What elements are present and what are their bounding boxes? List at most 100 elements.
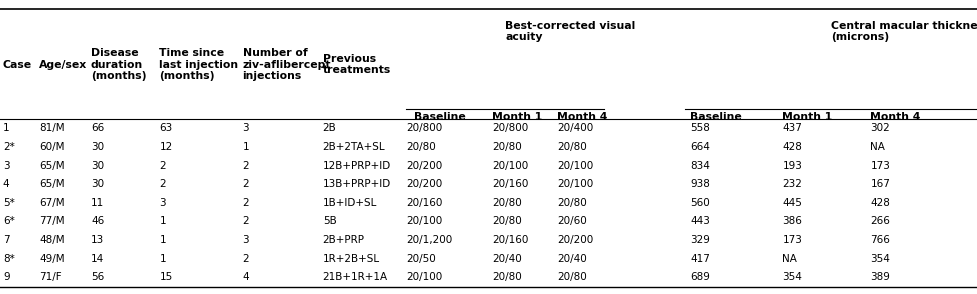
Text: 2: 2	[242, 198, 249, 208]
Text: 66: 66	[91, 123, 105, 133]
Text: 13B+PRP+ID: 13B+PRP+ID	[322, 179, 391, 189]
Text: 11: 11	[91, 198, 105, 208]
Text: 3: 3	[159, 198, 166, 208]
Text: 193: 193	[782, 161, 801, 171]
Text: 9: 9	[3, 272, 10, 282]
Text: 20/100: 20/100	[405, 272, 442, 282]
Text: 938: 938	[690, 179, 709, 189]
Text: 20/40: 20/40	[557, 254, 586, 264]
Text: 689: 689	[690, 272, 709, 282]
Text: 60/M: 60/M	[39, 142, 64, 152]
Text: 354: 354	[782, 272, 801, 282]
Text: 428: 428	[870, 198, 889, 208]
Text: 20/40: 20/40	[491, 254, 521, 264]
Text: Case: Case	[3, 60, 32, 70]
Text: 21B+1R+1A: 21B+1R+1A	[322, 272, 388, 282]
Text: 386: 386	[782, 216, 801, 226]
Text: 14: 14	[91, 254, 105, 264]
Text: Baseline: Baseline	[413, 112, 465, 122]
Text: Month 1: Month 1	[491, 112, 541, 122]
Text: 65/M: 65/M	[39, 161, 64, 171]
Text: 5*: 5*	[3, 198, 15, 208]
Text: 3: 3	[242, 123, 249, 133]
Text: 56: 56	[91, 272, 105, 282]
Text: 7: 7	[3, 235, 10, 245]
Text: 20/800: 20/800	[491, 123, 528, 133]
Text: Month 4: Month 4	[557, 112, 608, 122]
Text: 4: 4	[3, 179, 10, 189]
Text: Best-corrected visual
acuity: Best-corrected visual acuity	[504, 21, 635, 42]
Text: NA: NA	[870, 142, 884, 152]
Text: Disease
duration
(months): Disease duration (months)	[91, 48, 147, 81]
Text: 4: 4	[242, 272, 249, 282]
Text: 5B: 5B	[322, 216, 336, 226]
Text: 8*: 8*	[3, 254, 15, 264]
Text: 20/160: 20/160	[491, 179, 528, 189]
Text: 20/80: 20/80	[405, 142, 435, 152]
Text: 329: 329	[690, 235, 709, 245]
Text: 12: 12	[159, 142, 173, 152]
Text: 65/M: 65/M	[39, 179, 64, 189]
Text: Age/sex: Age/sex	[39, 60, 87, 70]
Text: 20/200: 20/200	[405, 179, 442, 189]
Text: Number of
ziv-aflibercept
injections: Number of ziv-aflibercept injections	[242, 48, 330, 81]
Text: 20/160: 20/160	[491, 235, 528, 245]
Text: 20/100: 20/100	[557, 179, 593, 189]
Text: 30: 30	[91, 179, 104, 189]
Text: 63: 63	[159, 123, 173, 133]
Text: 389: 389	[870, 272, 889, 282]
Text: 1: 1	[159, 216, 166, 226]
Text: 560: 560	[690, 198, 709, 208]
Text: 30: 30	[91, 142, 104, 152]
Text: 20/80: 20/80	[557, 272, 586, 282]
Text: 1: 1	[3, 123, 10, 133]
Text: 445: 445	[782, 198, 801, 208]
Text: 1B+ID+SL: 1B+ID+SL	[322, 198, 377, 208]
Text: 428: 428	[782, 142, 801, 152]
Text: 20/80: 20/80	[557, 198, 586, 208]
Text: 20/200: 20/200	[405, 161, 442, 171]
Text: 6*: 6*	[3, 216, 15, 226]
Text: 20/200: 20/200	[557, 235, 593, 245]
Text: 20/60: 20/60	[557, 216, 586, 226]
Text: NA: NA	[782, 254, 796, 264]
Text: 173: 173	[782, 235, 801, 245]
Text: 48/M: 48/M	[39, 235, 64, 245]
Text: 20/80: 20/80	[557, 142, 586, 152]
Text: 2B+PRP: 2B+PRP	[322, 235, 364, 245]
Text: 15: 15	[159, 272, 173, 282]
Text: 3: 3	[242, 235, 249, 245]
Text: 20/400: 20/400	[557, 123, 593, 133]
Text: 30: 30	[91, 161, 104, 171]
Text: 1R+2B+SL: 1R+2B+SL	[322, 254, 379, 264]
Text: 354: 354	[870, 254, 889, 264]
Text: 443: 443	[690, 216, 709, 226]
Text: 766: 766	[870, 235, 889, 245]
Text: 12B+PRP+ID: 12B+PRP+ID	[322, 161, 391, 171]
Text: 1: 1	[242, 142, 249, 152]
Text: 20/80: 20/80	[491, 216, 521, 226]
Text: 664: 664	[690, 142, 709, 152]
Text: 20/160: 20/160	[405, 198, 442, 208]
Text: 2: 2	[242, 161, 249, 171]
Text: 3: 3	[3, 161, 10, 171]
Text: 77/M: 77/M	[39, 216, 64, 226]
Text: 20/100: 20/100	[557, 161, 593, 171]
Text: 67/M: 67/M	[39, 198, 64, 208]
Text: 1: 1	[159, 235, 166, 245]
Text: 20/800: 20/800	[405, 123, 442, 133]
Text: Baseline: Baseline	[690, 112, 742, 122]
Text: 417: 417	[690, 254, 709, 264]
Text: 71/F: 71/F	[39, 272, 62, 282]
Text: Month 1: Month 1	[782, 112, 831, 122]
Text: 2*: 2*	[3, 142, 15, 152]
Text: 20/80: 20/80	[491, 198, 521, 208]
Text: 1: 1	[159, 254, 166, 264]
Text: 302: 302	[870, 123, 889, 133]
Text: 266: 266	[870, 216, 889, 226]
Text: 2: 2	[159, 179, 166, 189]
Text: 20/100: 20/100	[405, 216, 442, 226]
Text: 167: 167	[870, 179, 889, 189]
Text: 2: 2	[242, 216, 249, 226]
Text: 49/M: 49/M	[39, 254, 64, 264]
